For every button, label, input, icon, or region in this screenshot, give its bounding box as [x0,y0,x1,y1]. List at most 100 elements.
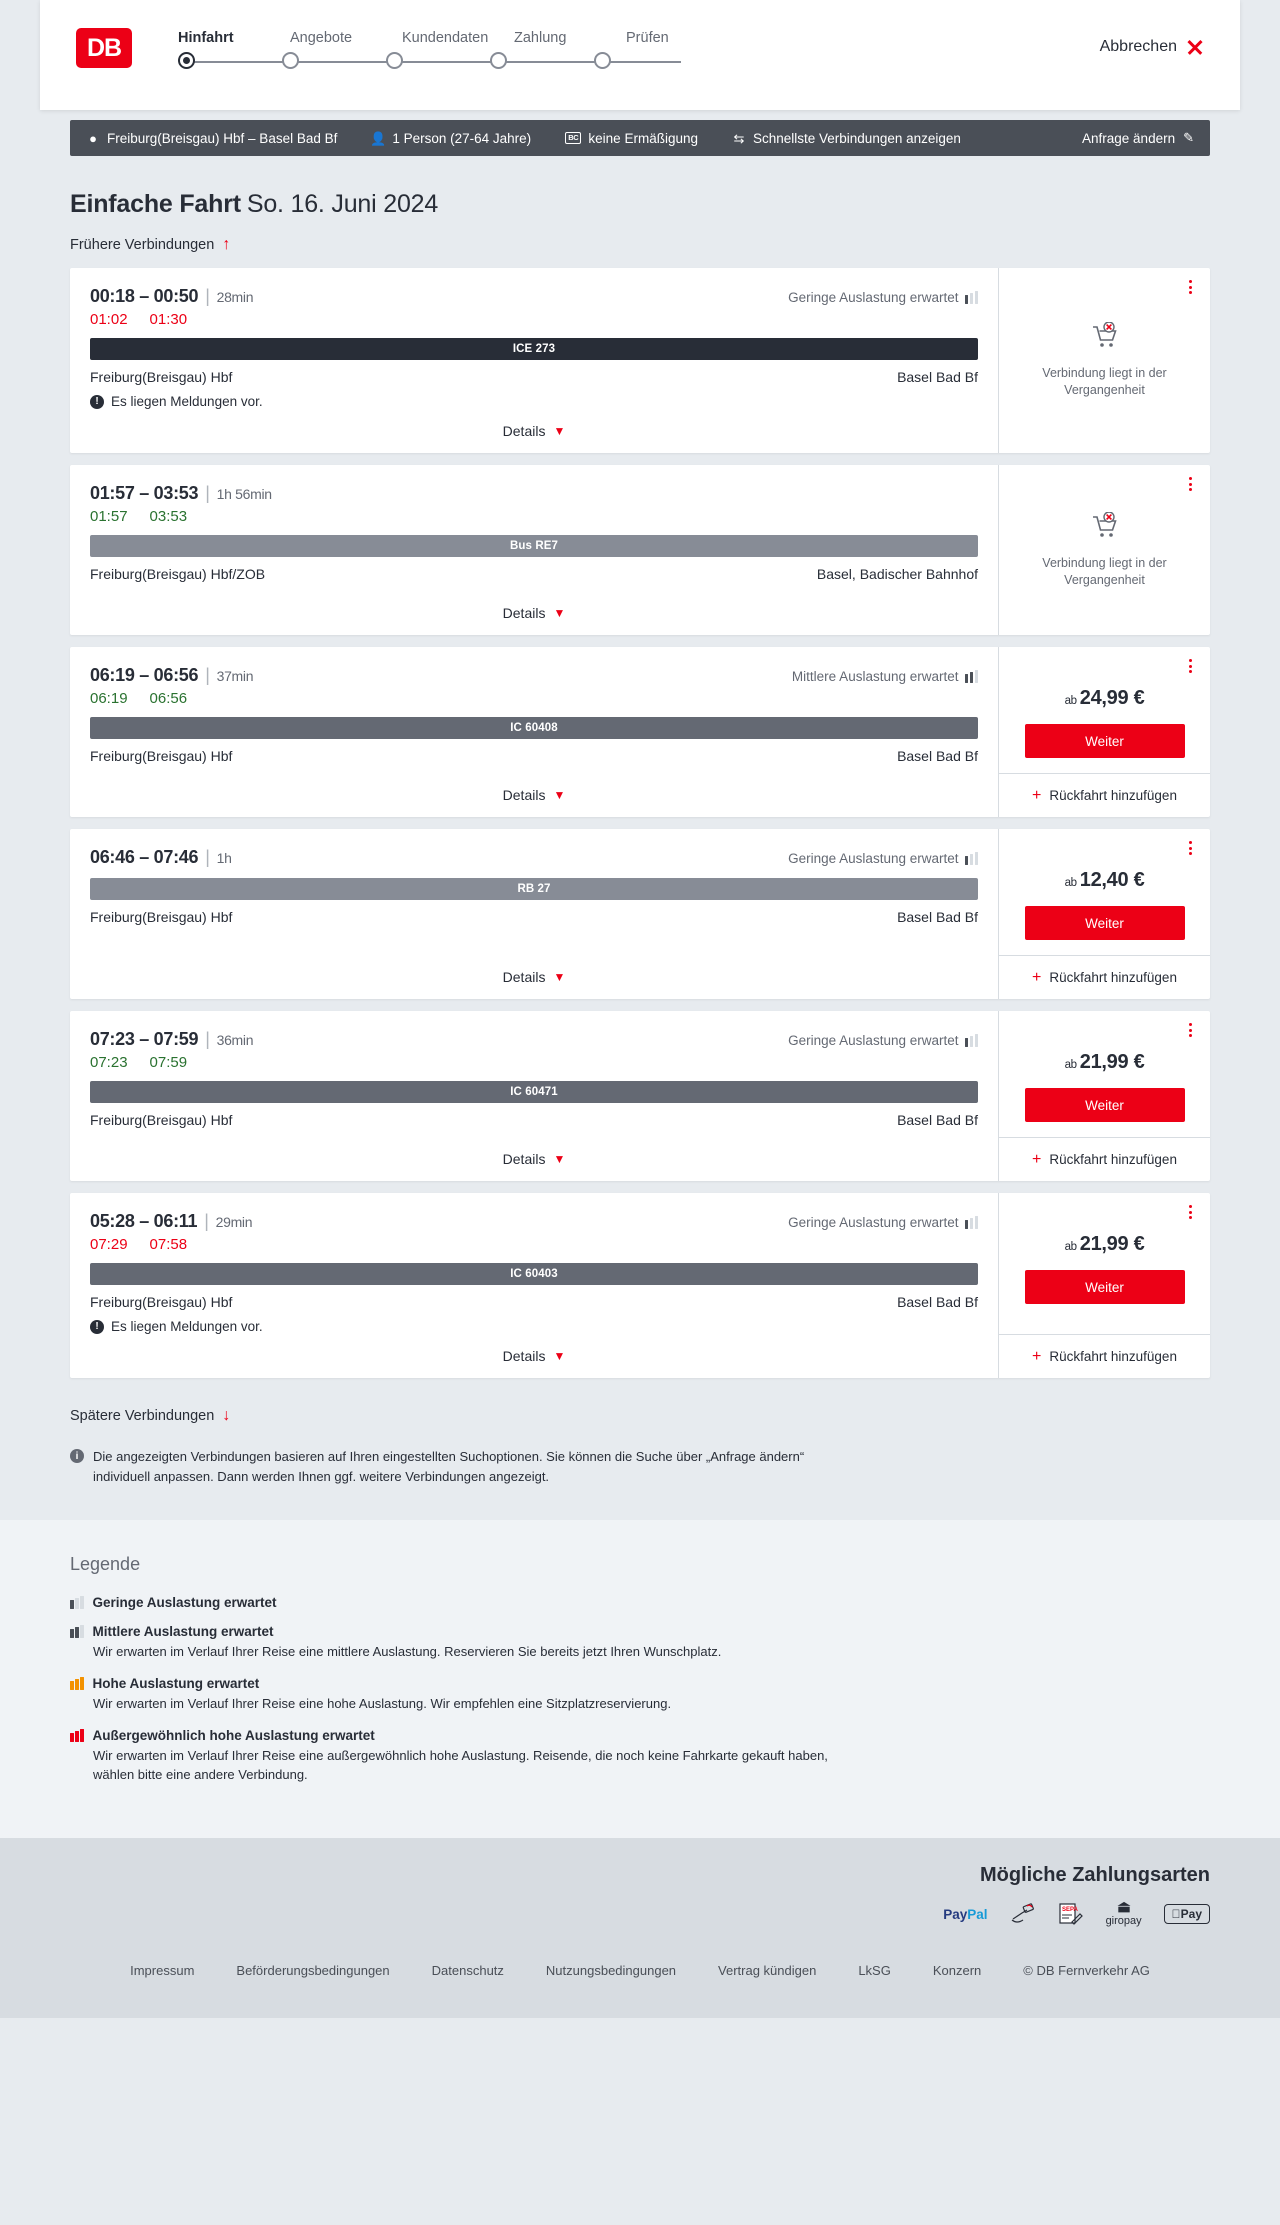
add-return-trip-button[interactable]: + Rückfahrt hinzufügen [999,1334,1210,1378]
footer-link[interactable]: Nutzungsbedingungen [545,1963,677,1979]
summary-passengers[interactable]: 👤 1 Person (27-64 Jahre) [370,130,531,146]
details-toggle[interactable]: Details ▼ [90,591,978,635]
origin-station: Freiburg(Breisgau) Hbf [90,369,233,385]
step-dot-angebote[interactable] [282,52,299,69]
details-toggle[interactable]: Details ▼ [90,955,978,999]
connection-card[interactable]: 07:23 – 07:59 | 36min Geringe Auslastung er… [70,1011,1210,1181]
train-line-bar[interactable]: IC 60471 [90,1081,978,1103]
warning-icon: ! [90,394,104,409]
step-angebote[interactable]: Angebote [290,30,402,46]
connection-message[interactable]: ! Es liegen Meldungen vor. [90,394,978,409]
price-block: ab 12,40 € Weiter [999,829,1210,955]
stepper-labels: Hinfahrt Angebote Kundendaten Zahlung Pr… [178,30,738,46]
step-dot-pruefen[interactable] [594,52,611,69]
time-range: 05:28 – 06:11 [90,1211,198,1231]
db-logo[interactable]: DB [76,28,132,68]
footer-link[interactable]: Beförderungsbedingungen [236,1963,390,1979]
details-label: Details [502,787,546,803]
person-icon: 👤 [370,130,387,146]
time-range: 06:46 – 07:46 [90,847,199,867]
train-name: IC 60403 [510,1268,558,1280]
later-connections-button[interactable]: Spätere Verbindungen ↓ [70,1408,230,1425]
connection-card[interactable]: 05:28 – 06:11 | 29min Geringe Auslastung er… [70,1193,1210,1378]
footer-link[interactable]: Impressum [130,1963,195,1979]
details-label: Details [502,423,546,439]
train-line-bar[interactable]: IC 60408 [90,717,978,739]
page-title-date: So. 16. Juni 2024 [246,190,439,218]
plus-icon: + [1032,786,1042,804]
train-line-bar[interactable]: ICE 273 [90,338,978,360]
legend-item: Mittlere Auslastung erwartet Wir erwarten… [70,1624,1210,1662]
footer-link[interactable]: LkSG [858,1963,891,1979]
occupancy-label: Geringe Auslastung erwartet [788,290,959,305]
continue-button[interactable]: Weiter [1024,1088,1185,1122]
pencil-icon: ✎ [1183,130,1194,145]
legend-item-description: Wir erwarten im Verlauf Ihrer Reise eine… [93,1644,722,1659]
step-dot-zahlung[interactable] [490,52,507,69]
connection-card[interactable]: 06:46 – 07:46 | 1h Geringe Auslastung erwar… [70,829,1210,999]
train-line-bar[interactable]: IC 60403 [90,1263,978,1285]
step-pruefen[interactable]: Prüfen [626,30,738,46]
details-toggle[interactable]: Details ▼ [90,1137,978,1181]
footer-link[interactable]: Datenschutz [431,1963,504,1979]
checkout-stepper: Hinfahrt Angebote Kundendaten Zahlung Pr… [178,30,738,69]
details-toggle[interactable]: Details ▼ [90,773,978,817]
add-return-trip-button[interactable]: + Rückfahrt hinzufügen [999,955,1210,999]
actual-departure: 01:57 [90,508,128,525]
step-dot-kundendaten[interactable] [386,52,403,69]
occupancy-bars-icon [964,291,978,304]
continue-button[interactable]: Weiter [1024,724,1185,758]
details-toggle[interactable]: Details ▼ [90,1334,978,1378]
step-dot-hinfahrt[interactable] [178,52,195,69]
more-options-icon[interactable] [1182,1203,1198,1221]
legend-section: Legende Geringe Auslastung erwartet Mittl… [0,1520,1280,1839]
train-name: ICE 273 [512,343,556,355]
occupancy-bars-icon [70,1728,84,1742]
more-options-icon[interactable] [1182,278,1198,296]
actual-times: 07:23 07:59 [90,1054,978,1071]
connection-card[interactable]: 01:57 – 03:53 | 1h 56min 01:57 03:53 Bus RE7 F… [70,465,1210,635]
summary-discount[interactable]: BC keine Ermäßigung [565,131,698,146]
connection-message[interactable]: ! Es liegen Meldungen vor. [90,1319,978,1334]
summary-route[interactable]: ● Freiburg(Breisgau) Hbf – Basel Bad Bf [86,131,337,146]
occupancy-bars-icon [70,1625,84,1638]
cancel-button[interactable]: Abbrechen [1100,38,1204,56]
more-options-icon[interactable] [1182,839,1198,857]
search-info-text: Die angezeigten Verbindungen basieren au… [93,1449,805,1484]
continue-button[interactable]: Weiter [1024,906,1185,940]
earlier-connections-button[interactable]: Frühere Verbindungen ↑ [70,237,230,254]
time-separator: | [205,483,210,503]
train-line-bar[interactable]: RB 27 [90,878,978,900]
step-hinfahrt[interactable]: Hinfahrt [178,30,290,46]
change-request-button[interactable]: Anfrage ändern ✎ [1082,130,1194,146]
giropay-label: giropay [1105,1915,1142,1928]
more-options-icon[interactable] [1182,1021,1198,1039]
unavailable-text: Verbindung liegt in der Vergangenheit [1042,366,1167,397]
more-options-icon[interactable] [1182,475,1198,493]
add-return-trip-button[interactable]: + Rückfahrt hinzufügen [999,773,1210,817]
footer-link[interactable]: Konzern [932,1963,982,1979]
payment-methods-title: Mögliche Zahlungsarten [979,1864,1210,1887]
scheduled-times: 07:23 – 07:59 | 36min [90,1029,254,1050]
occupancy-indicator: Geringe Auslastung erwartet [788,1215,978,1230]
connection-card[interactable]: 06:19 – 06:56 | 37min Mittlere Auslastung e… [70,647,1210,817]
search-summary-bar: ● Freiburg(Breisgau) Hbf – Basel Bad Bf … [70,120,1210,156]
bahncard-icon: BC [565,132,582,144]
connection-card[interactable]: 00:18 – 00:50 | 28min Geringe Auslastung er… [70,268,1210,453]
station-row: Freiburg(Breisgau) Hbf Basel Bad Bf [90,1294,978,1310]
continue-button[interactable]: Weiter [1024,1270,1185,1304]
chevron-down-icon: ▼ [553,1152,566,1166]
step-zahlung[interactable]: Zahlung [514,30,626,46]
details-toggle[interactable]: Details ▼ [90,409,978,453]
price-prefix: ab [1064,695,1078,707]
footer-link[interactable]: Vertrag kündigen [718,1963,817,1979]
summary-sorting[interactable]: ⇆ Schnellste Verbindungen anzeigen [732,131,961,146]
add-return-trip-button[interactable]: + Rückfahrt hinzufügen [999,1137,1210,1181]
more-options-icon[interactable] [1182,657,1198,675]
search-info-note: i Die angezeigten Verbindungen basieren … [70,1447,840,1486]
time-separator: | [205,847,210,867]
origin-station: Freiburg(Breisgau) Hbf [90,748,233,764]
step-kundendaten[interactable]: Kundendaten [402,30,514,46]
train-line-bar[interactable]: Bus RE7 [90,535,978,557]
details-label: Details [502,969,546,985]
